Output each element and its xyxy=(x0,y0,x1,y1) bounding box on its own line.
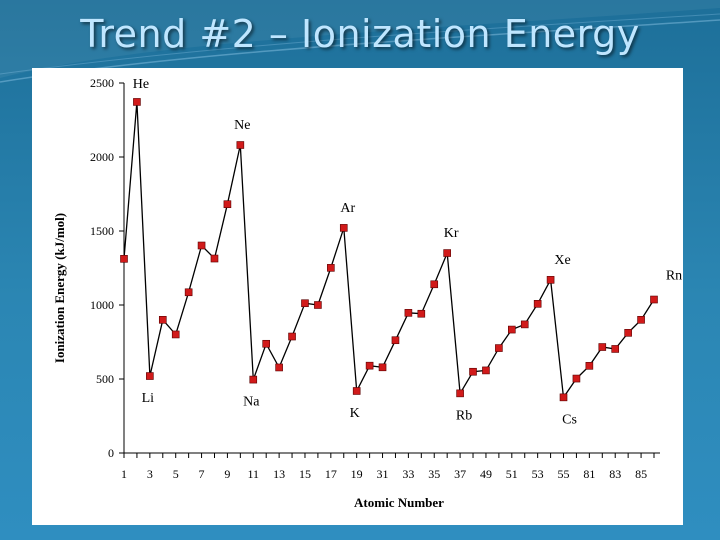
chart-panel: 0 500 1000 1500 2000 2500 1 3 5 7 9 11 13 15 17 19 31 33… xyxy=(32,68,683,525)
data-point-z50 xyxy=(495,344,503,352)
data-point-z18 xyxy=(339,224,348,232)
data-point-z1 xyxy=(120,255,128,263)
x-tick-label: 81 xyxy=(583,467,595,481)
data-point-z3 xyxy=(146,372,154,380)
data-point-z8 xyxy=(210,254,219,263)
element-label-xe: Xe xyxy=(554,253,570,268)
x-tick-labels: 1 3 5 7 9 11 13 15 17 19 31 33 35 37 49 51 53 55 81 83 85 xyxy=(121,467,647,481)
element-label-cs: Cs xyxy=(562,412,577,427)
element-label-na: Na xyxy=(243,395,260,410)
data-point-z38 xyxy=(469,367,477,376)
data-point-z55 xyxy=(559,393,568,402)
x-tick-label: 17 xyxy=(325,467,337,481)
data-point-z12 xyxy=(262,339,270,348)
y-tick-label: 500 xyxy=(96,372,114,386)
data-point-z31 xyxy=(378,363,387,372)
x-tick-label: 85 xyxy=(635,467,647,481)
data-point-z83 xyxy=(611,345,620,353)
x-tick-label: 49 xyxy=(480,467,492,481)
element-label-rn: Rn xyxy=(666,269,682,284)
y-axis-title: Ionization Energy (kJ/mol) xyxy=(52,213,67,363)
data-points xyxy=(120,98,658,402)
y-tick-label: 1000 xyxy=(90,298,114,312)
x-tick-label: 53 xyxy=(532,467,544,481)
element-label-he: He xyxy=(133,77,149,92)
data-point-z32 xyxy=(391,336,400,345)
y-tick-label: 2500 xyxy=(90,76,114,90)
data-point-z5 xyxy=(171,330,180,339)
y-tick-label: 2000 xyxy=(90,150,114,164)
data-point-z11 xyxy=(249,375,258,384)
data-point-z15 xyxy=(301,299,309,308)
data-point-z51 xyxy=(508,325,516,334)
x-tick-label: 37 xyxy=(454,467,466,481)
series-line xyxy=(123,101,655,400)
x-tick-label: 15 xyxy=(299,467,311,481)
x-tick-label: 33 xyxy=(402,467,414,481)
data-point-z16 xyxy=(314,301,322,309)
data-point-z34 xyxy=(417,309,426,318)
data-point-z86 xyxy=(650,295,658,304)
data-point-z52 xyxy=(520,320,529,329)
chart-axes xyxy=(119,82,660,458)
data-point-z7 xyxy=(197,241,206,250)
data-point-z85 xyxy=(637,316,645,324)
data-point-z17 xyxy=(327,264,335,272)
x-tick-label: 7 xyxy=(199,467,205,481)
x-axis-title: Atomic Number xyxy=(354,495,444,510)
data-point-z10 xyxy=(236,141,245,149)
data-point-z2 xyxy=(133,98,141,106)
x-tick-label: 3 xyxy=(147,467,153,481)
data-point-z35 xyxy=(430,280,439,289)
element-label-ar: Ar xyxy=(340,201,355,216)
data-point-z81 xyxy=(585,362,594,370)
x-tick-label: 9 xyxy=(224,467,230,481)
x-tick-label: 83 xyxy=(609,467,621,481)
data-point-z36 xyxy=(443,249,451,257)
element-label-rb: Rb xyxy=(456,408,472,423)
data-point-z37 xyxy=(456,389,464,398)
data-point-z53 xyxy=(533,300,542,308)
data-point-z13 xyxy=(275,363,283,372)
y-tick-label: 0 xyxy=(108,446,114,460)
x-tick-label: 13 xyxy=(273,467,285,481)
x-tick-label: 31 xyxy=(377,467,389,481)
data-point-z9 xyxy=(223,200,232,209)
data-point-z49 xyxy=(482,366,490,375)
x-tick-label: 51 xyxy=(506,467,518,481)
element-labels: He Li Ne Na Ar K Kr Rb Xe Cs Rn xyxy=(133,77,682,427)
ionization-energy-line xyxy=(123,101,655,400)
data-point-z20 xyxy=(365,361,374,370)
y-tick-labels: 0 500 1000 1500 2000 2500 xyxy=(90,76,114,460)
x-tick-label: 35 xyxy=(428,467,440,481)
data-point-z14 xyxy=(288,332,296,341)
data-point-z4 xyxy=(158,316,167,324)
data-point-z54 xyxy=(546,276,555,284)
x-tick-label: 5 xyxy=(173,467,179,481)
element-label-li: Li xyxy=(142,391,155,406)
x-tick-label: 11 xyxy=(247,467,259,481)
x-tick-label: 1 xyxy=(121,467,127,481)
data-point-z82 xyxy=(598,343,607,351)
data-point-z33 xyxy=(404,309,413,317)
element-label-ne: Ne xyxy=(234,118,250,133)
element-label-k: K xyxy=(350,406,360,421)
data-point-z6 xyxy=(184,288,193,297)
x-tick-label: 19 xyxy=(351,467,363,481)
element-label-kr: Kr xyxy=(444,226,459,241)
slide-title: Trend #2 – Ionization Energy xyxy=(80,12,640,56)
data-point-z84 xyxy=(624,329,632,337)
y-tick-label: 1500 xyxy=(90,224,114,238)
data-point-z19 xyxy=(352,387,361,395)
data-point-z56 xyxy=(572,374,581,383)
x-tick-label: 55 xyxy=(558,467,570,481)
